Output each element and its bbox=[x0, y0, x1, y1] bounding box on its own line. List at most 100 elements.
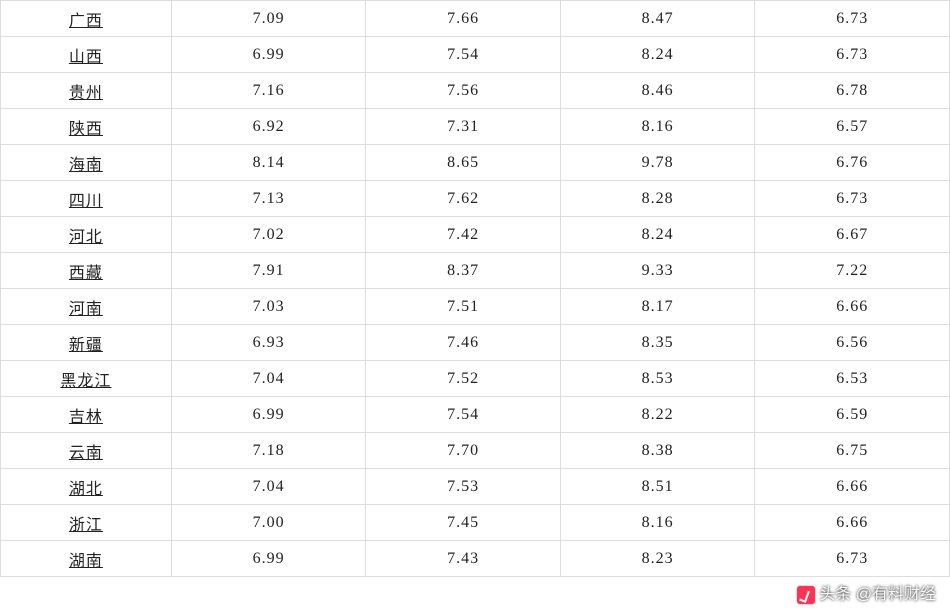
cell-value-1: 7.04 bbox=[171, 469, 366, 505]
cell-value-3: 8.28 bbox=[560, 181, 755, 217]
cell-value-3: 8.23 bbox=[560, 541, 755, 577]
cell-value-1: 7.13 bbox=[171, 181, 366, 217]
cell-region: 广西 bbox=[1, 1, 172, 37]
region-link[interactable]: 河南 bbox=[69, 301, 103, 318]
cell-value-1: 6.99 bbox=[171, 37, 366, 73]
cell-region: 湖南 bbox=[1, 541, 172, 577]
cell-value-4: 7.22 bbox=[755, 253, 950, 289]
table-row: 四川 7.137.628.286.73 bbox=[1, 181, 950, 217]
region-link[interactable]: 云南 bbox=[69, 445, 103, 462]
cell-value-3: 8.16 bbox=[560, 505, 755, 541]
cell-region: 海南 bbox=[1, 145, 172, 181]
region-link[interactable]: 陕西 bbox=[69, 121, 103, 138]
cell-value-1: 7.04 bbox=[171, 361, 366, 397]
cell-value-2: 7.51 bbox=[366, 289, 561, 325]
region-link[interactable]: 黑龙江 bbox=[60, 373, 111, 390]
watermark: 头条 @有料财经 bbox=[797, 580, 936, 604]
region-link[interactable]: 贵州 bbox=[69, 85, 103, 102]
watermark-text: 头条 @有料财经 bbox=[819, 586, 936, 603]
cell-region: 云南 bbox=[1, 433, 172, 469]
table-body: 广西7.097.668.476.73山西6.997.548.246.73贵州7.… bbox=[1, 1, 950, 577]
cell-region: 黑龙江 bbox=[1, 361, 172, 397]
cell-value-3: 8.53 bbox=[560, 361, 755, 397]
table-row: 河北 7.027.428.246.67 bbox=[1, 217, 950, 253]
cell-value-2: 7.66 bbox=[366, 1, 561, 37]
cell-value-3: 8.38 bbox=[560, 433, 755, 469]
cell-value-4: 6.73 bbox=[755, 181, 950, 217]
table-row: 吉林6.997.548.226.59 bbox=[1, 397, 950, 433]
cell-region: 山西 bbox=[1, 37, 172, 73]
cell-value-4: 6.57 bbox=[755, 109, 950, 145]
cell-value-1: 7.00 bbox=[171, 505, 366, 541]
cell-value-3: 8.16 bbox=[560, 109, 755, 145]
region-link[interactable]: 西藏 bbox=[69, 265, 103, 282]
cell-region: 四川 bbox=[1, 181, 172, 217]
cell-value-1: 7.02 bbox=[171, 217, 366, 253]
cell-value-2: 7.42 bbox=[366, 217, 561, 253]
cell-region: 河南 bbox=[1, 289, 172, 325]
region-link[interactable]: 海南 bbox=[69, 157, 103, 174]
region-link[interactable]: 浙江 bbox=[69, 517, 103, 534]
cell-value-3: 8.35 bbox=[560, 325, 755, 361]
region-link[interactable]: 新疆 bbox=[69, 337, 103, 354]
cell-value-4: 6.73 bbox=[755, 37, 950, 73]
cell-value-1: 6.99 bbox=[171, 397, 366, 433]
cell-region: 浙江 bbox=[1, 505, 172, 541]
cell-value-1: 7.18 bbox=[171, 433, 366, 469]
cell-value-1: 8.14 bbox=[171, 145, 366, 181]
cell-region: 贵州 bbox=[1, 73, 172, 109]
cell-region: 陕西 bbox=[1, 109, 172, 145]
cell-value-2: 7.31 bbox=[366, 109, 561, 145]
region-link[interactable]: 广西 bbox=[69, 13, 103, 30]
cell-value-1: 7.03 bbox=[171, 289, 366, 325]
table-row: 湖南 6.997.438.236.73 bbox=[1, 541, 950, 577]
table-row: 浙江 7.007.458.166.66 bbox=[1, 505, 950, 541]
cell-value-2: 7.43 bbox=[366, 541, 561, 577]
cell-value-1: 7.09 bbox=[171, 1, 366, 37]
region-link[interactable]: 四川 bbox=[69, 193, 103, 210]
table-row: 黑龙江7.047.528.536.53 bbox=[1, 361, 950, 397]
cell-region: 吉林 bbox=[1, 397, 172, 433]
region-link[interactable]: 湖北 bbox=[69, 481, 103, 498]
cell-value-1: 6.92 bbox=[171, 109, 366, 145]
cell-value-4: 6.73 bbox=[755, 1, 950, 37]
cell-value-1: 7.16 bbox=[171, 73, 366, 109]
cell-region: 湖北 bbox=[1, 469, 172, 505]
table-row: 西藏7.918.379.337.22 bbox=[1, 253, 950, 289]
cell-value-1: 6.93 bbox=[171, 325, 366, 361]
cell-value-2: 7.62 bbox=[366, 181, 561, 217]
cell-value-3: 9.78 bbox=[560, 145, 755, 181]
cell-value-2: 7.45 bbox=[366, 505, 561, 541]
toutiao-icon bbox=[797, 586, 815, 604]
cell-value-2: 8.65 bbox=[366, 145, 561, 181]
cell-value-4: 6.75 bbox=[755, 433, 950, 469]
cell-value-4: 6.66 bbox=[755, 469, 950, 505]
table-row: 山西6.997.548.246.73 bbox=[1, 37, 950, 73]
table-row: 陕西 6.927.318.166.57 bbox=[1, 109, 950, 145]
table-row: 湖北7.047.538.516.66 bbox=[1, 469, 950, 505]
cell-value-2: 7.56 bbox=[366, 73, 561, 109]
cell-value-4: 6.53 bbox=[755, 361, 950, 397]
cell-value-2: 8.37 bbox=[366, 253, 561, 289]
cell-value-2: 7.46 bbox=[366, 325, 561, 361]
cell-value-4: 6.76 bbox=[755, 145, 950, 181]
cell-value-4: 6.66 bbox=[755, 289, 950, 325]
table-row: 海南 8.148.659.786.76 bbox=[1, 145, 950, 181]
cell-value-4: 6.73 bbox=[755, 541, 950, 577]
cell-region: 西藏 bbox=[1, 253, 172, 289]
table-row: 云南 7.187.708.386.75 bbox=[1, 433, 950, 469]
cell-value-4: 6.56 bbox=[755, 325, 950, 361]
region-link[interactable]: 吉林 bbox=[69, 409, 103, 426]
cell-value-3: 8.24 bbox=[560, 217, 755, 253]
cell-region: 新疆 bbox=[1, 325, 172, 361]
region-link[interactable]: 山西 bbox=[69, 49, 103, 66]
cell-value-2: 7.70 bbox=[366, 433, 561, 469]
cell-value-1: 6.99 bbox=[171, 541, 366, 577]
cell-value-4: 6.66 bbox=[755, 505, 950, 541]
cell-value-3: 8.24 bbox=[560, 37, 755, 73]
price-table: 广西7.097.668.476.73山西6.997.548.246.73贵州7.… bbox=[0, 0, 950, 577]
cell-value-4: 6.67 bbox=[755, 217, 950, 253]
region-link[interactable]: 河北 bbox=[69, 229, 103, 246]
region-link[interactable]: 湖南 bbox=[69, 553, 103, 570]
table-row: 广西7.097.668.476.73 bbox=[1, 1, 950, 37]
